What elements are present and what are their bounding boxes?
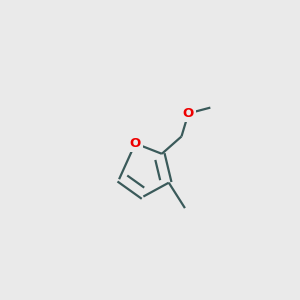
- Text: O: O: [130, 137, 141, 150]
- Text: O: O: [183, 107, 194, 120]
